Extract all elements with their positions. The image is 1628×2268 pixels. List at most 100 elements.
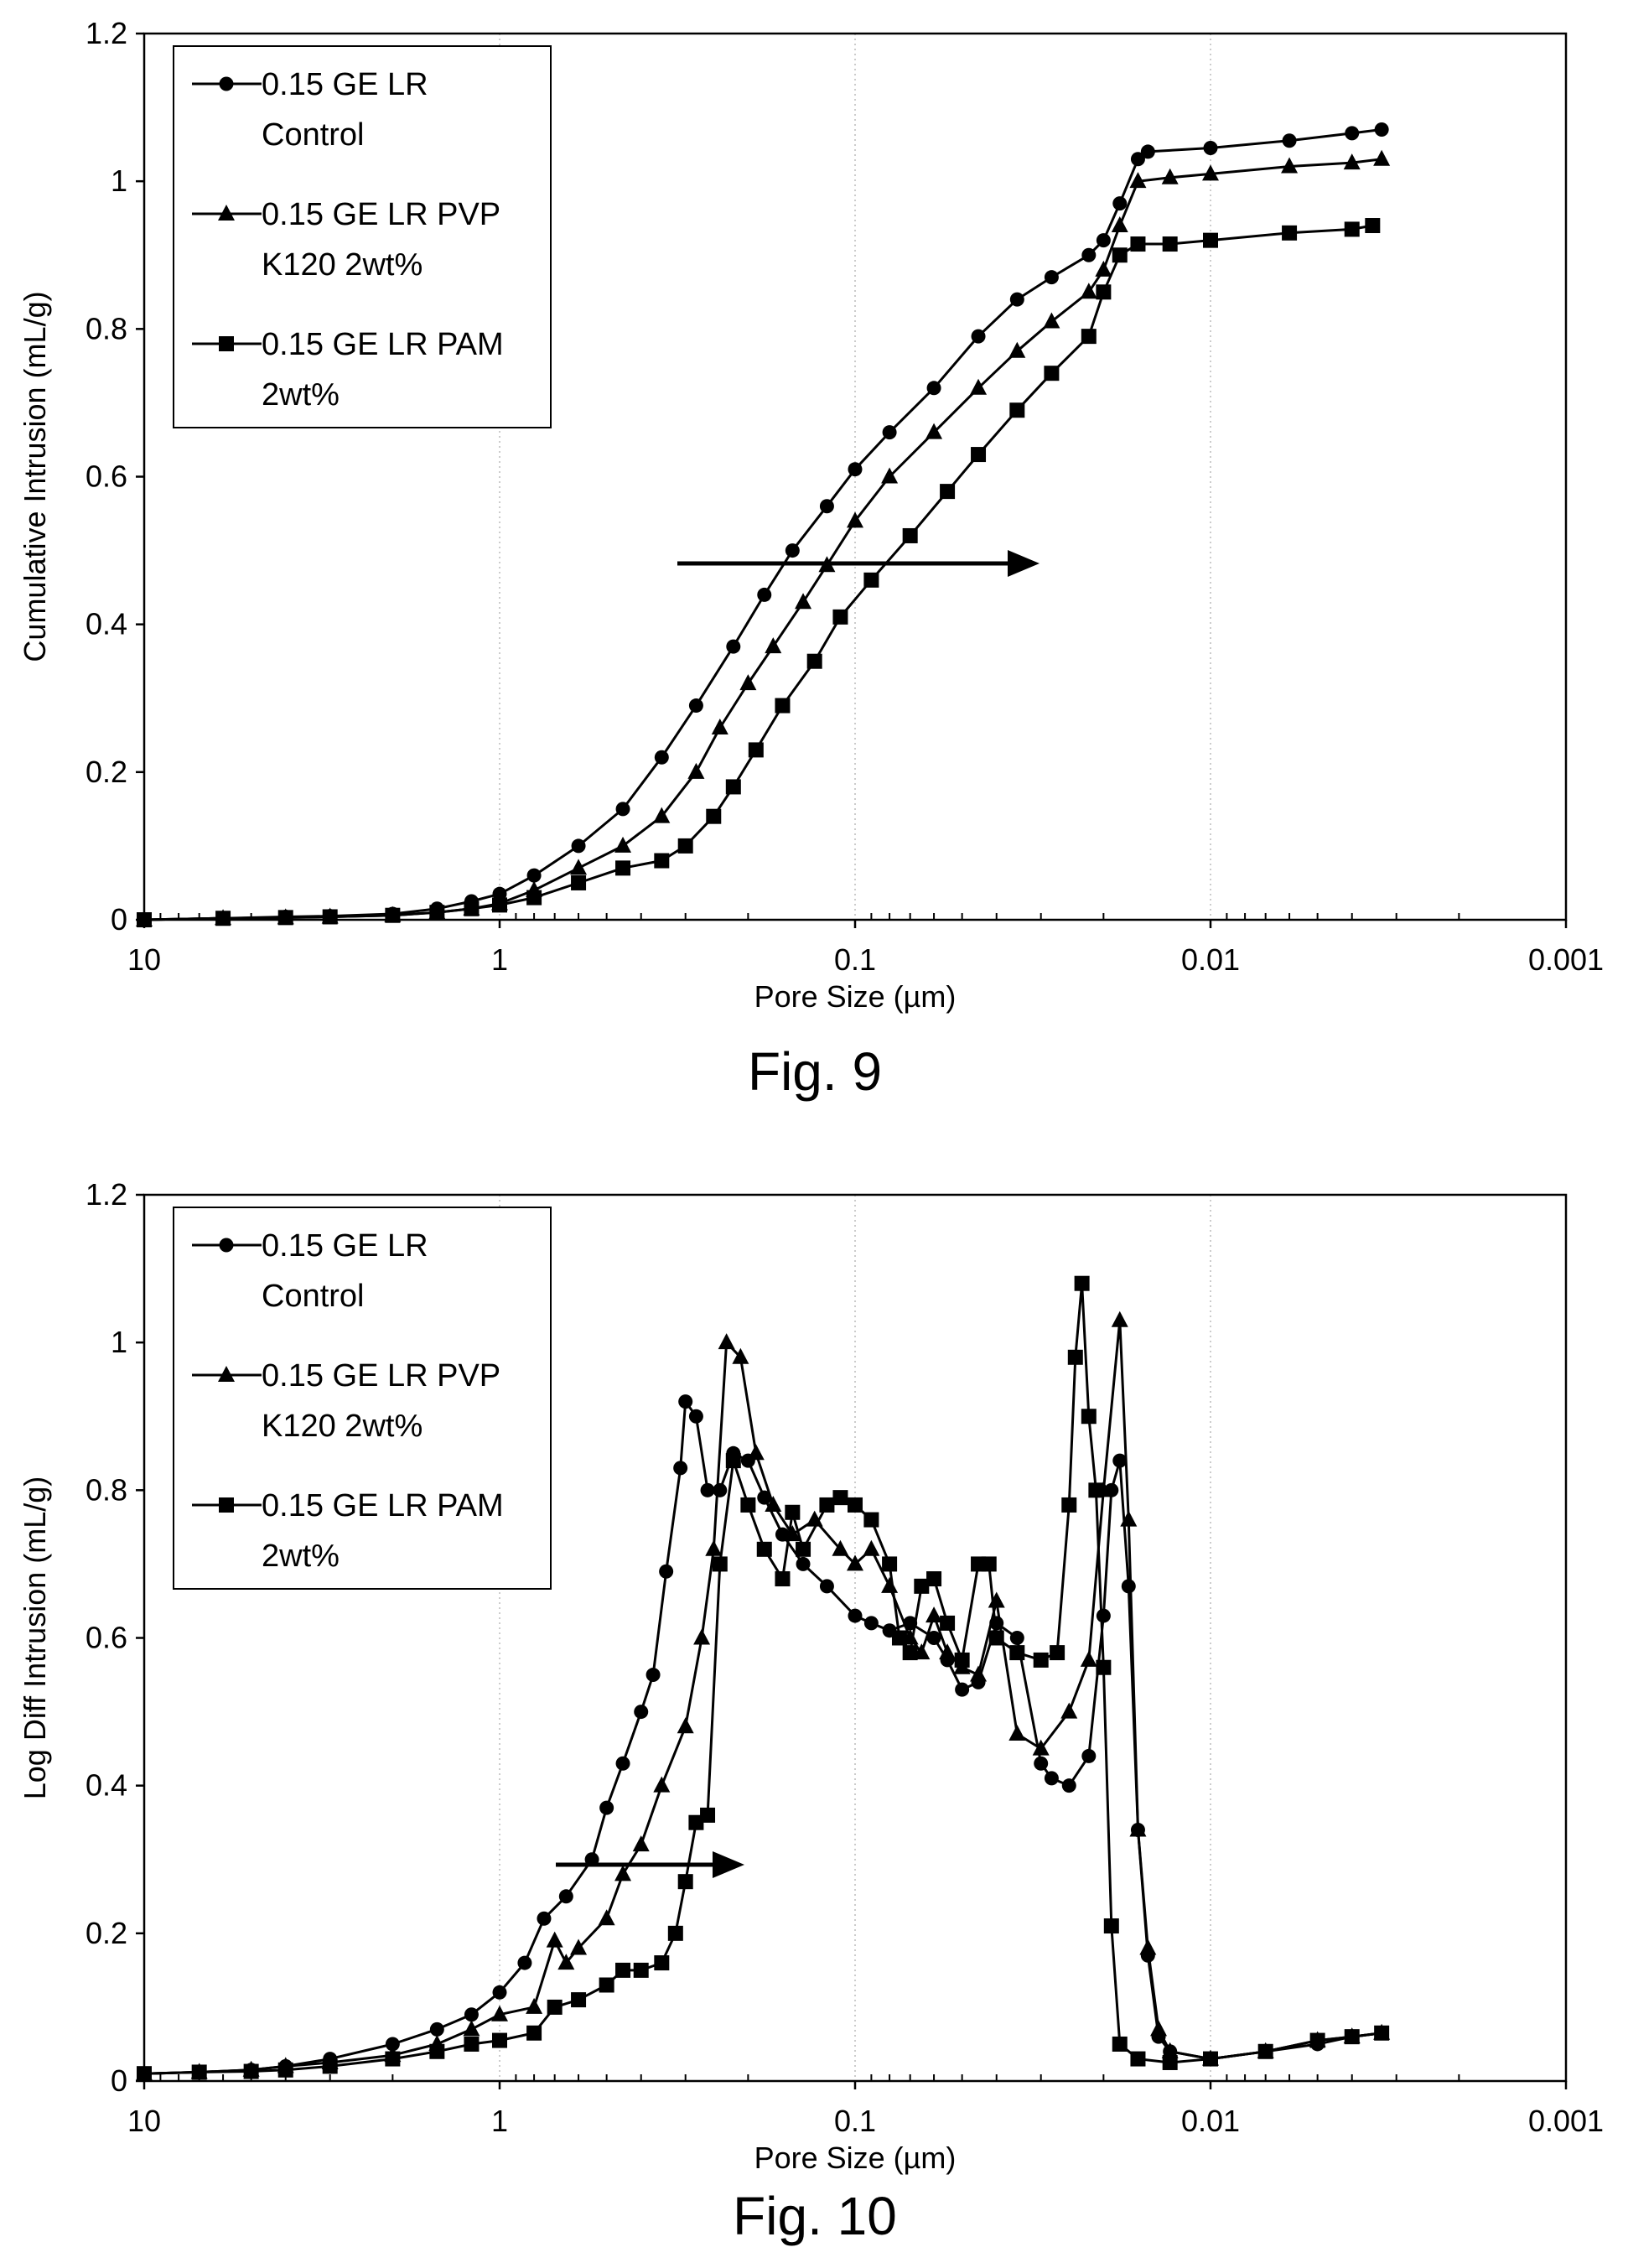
data-point xyxy=(863,572,879,588)
data-point xyxy=(988,1630,1004,1646)
legend-label: Control xyxy=(262,1279,365,1314)
data-point xyxy=(492,2032,507,2048)
data-point xyxy=(1112,196,1128,211)
legend-label: 0.15 GE LR PVP xyxy=(262,197,500,232)
data-point xyxy=(1130,236,1146,252)
data-point xyxy=(725,1453,741,1469)
plot-frame xyxy=(143,32,1568,921)
legend-label: K120 2wt% xyxy=(262,1409,423,1444)
data-point xyxy=(863,1512,879,1528)
data-point xyxy=(1074,1275,1090,1291)
data-point xyxy=(705,1539,723,1556)
data-point xyxy=(1043,312,1060,329)
legend: 0.15 GE LR Control 0.15 GE LR PVP K120 2wt%… xyxy=(173,1207,552,1590)
data-point xyxy=(711,718,728,734)
data-point xyxy=(1203,2051,1218,2067)
data-point xyxy=(673,1461,688,1476)
data-point xyxy=(1080,1650,1097,1667)
data-point xyxy=(1112,2036,1128,2052)
legend-label: 2wt% xyxy=(262,377,340,413)
data-point xyxy=(970,378,988,395)
x-axis-title: Pore Size (µm) xyxy=(754,2141,957,2175)
x-tick-label: 1 xyxy=(491,2104,508,2138)
legend-marker xyxy=(219,76,234,91)
data-point xyxy=(653,1776,671,1793)
data-point xyxy=(677,838,693,854)
data-point xyxy=(1008,1725,1026,1741)
data-point xyxy=(1365,218,1381,234)
data-point xyxy=(1257,2043,1273,2059)
data-point xyxy=(925,423,943,439)
data-point xyxy=(645,1668,661,1683)
y-tick-label: 0.2 xyxy=(86,1916,127,1950)
data-point xyxy=(1281,157,1299,174)
arrow-head xyxy=(713,1851,744,1878)
legend-marker xyxy=(218,205,235,221)
y-tick-label: 0.8 xyxy=(86,1472,127,1507)
data-point xyxy=(571,838,586,854)
data-point xyxy=(677,1717,694,1734)
data-point xyxy=(1081,247,1097,262)
data-point xyxy=(981,1556,997,1572)
data-point xyxy=(1162,236,1178,252)
data-point xyxy=(688,698,703,714)
data-point xyxy=(1121,1579,1136,1594)
data-point xyxy=(765,637,782,654)
data-point xyxy=(954,1652,970,1668)
data-point xyxy=(747,1444,765,1461)
y-tick-label: 1.2 xyxy=(86,1177,127,1212)
data-point xyxy=(492,1985,507,2000)
data-point xyxy=(614,836,632,853)
data-point xyxy=(1112,1453,1128,1468)
chart-1: 0 0.2 0.4 0.6 0.8 1 1.2 10 1 0.1 0.01 0.001 Pore Siz… xyxy=(18,16,1604,1102)
data-point xyxy=(1009,402,1025,418)
data-point xyxy=(1060,1702,1078,1719)
figure-caption: Fig. 9 xyxy=(748,1041,882,1102)
data-point xyxy=(796,1556,811,1571)
data-point xyxy=(785,1504,801,1520)
data-point xyxy=(863,1539,880,1556)
x-axis-title: Pore Size (µm) xyxy=(754,979,957,1014)
y-tick-label: 0.4 xyxy=(86,607,127,641)
data-point xyxy=(599,1977,614,1993)
data-point xyxy=(971,329,986,344)
data-point xyxy=(243,2063,259,2079)
legend-label: 0.15 GE LR xyxy=(262,1228,428,1264)
data-point xyxy=(1202,164,1219,181)
data-point xyxy=(940,484,956,500)
data-point xyxy=(940,1615,956,1631)
data-point xyxy=(1032,1739,1050,1756)
data-point xyxy=(385,2037,400,2052)
data-point xyxy=(1129,1820,1147,1837)
x-tick-label: 1 xyxy=(491,942,508,977)
data-point xyxy=(1061,1778,1076,1793)
data-point xyxy=(806,653,822,669)
data-point xyxy=(706,808,722,824)
data-point xyxy=(1111,1310,1128,1327)
chart-2: 0 0.2 0.4 0.6 0.8 1 1.2 10 1 0.1 0.01 0.001 Pore Siz… xyxy=(18,1177,1604,2246)
data-point xyxy=(654,750,669,765)
x-tick-label: 0.01 xyxy=(1181,942,1240,977)
data-point xyxy=(667,1925,683,1941)
data-point xyxy=(632,1835,650,1852)
data-point xyxy=(277,2062,293,2078)
data-point xyxy=(492,897,507,913)
data-point xyxy=(1343,153,1361,170)
data-point xyxy=(848,1497,863,1513)
data-point xyxy=(137,912,152,927)
data-point xyxy=(322,909,338,925)
data-point xyxy=(1344,2029,1360,2045)
data-point xyxy=(1034,1756,1049,1771)
y-tick-label: 1 xyxy=(111,1325,127,1359)
data-point xyxy=(1081,1409,1097,1425)
data-point xyxy=(654,1955,670,1971)
data-point xyxy=(1103,1918,1119,1934)
data-point xyxy=(926,1571,942,1587)
data-point xyxy=(819,499,834,514)
data-point xyxy=(1067,1349,1083,1365)
y-tick-label: 0.4 xyxy=(86,1768,127,1803)
data-point xyxy=(1374,122,1389,138)
series-3 xyxy=(137,1275,1390,2082)
data-point xyxy=(678,1394,693,1409)
plot-frame xyxy=(143,1193,1568,2083)
